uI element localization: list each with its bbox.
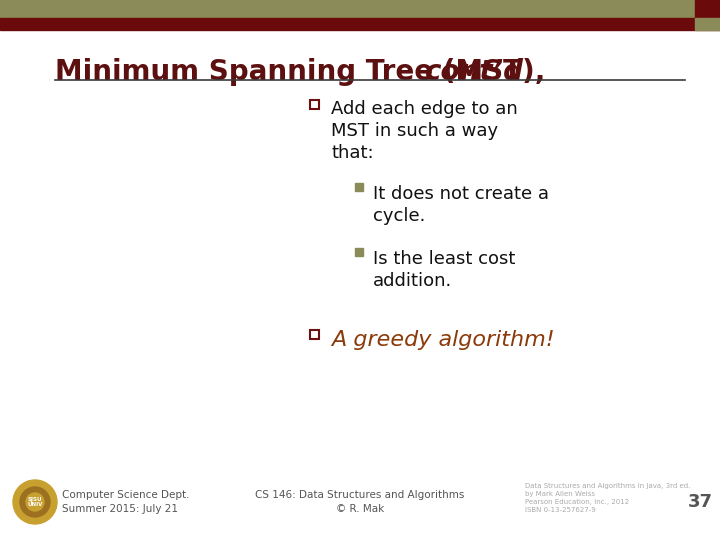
Bar xyxy=(310,330,319,339)
Text: Data Structures and Algorithms in Java, 3rd ed.
by Mark Allen Weiss
Pearson Educ: Data Structures and Algorithms in Java, … xyxy=(525,483,690,513)
Text: cycle.: cycle. xyxy=(373,207,426,225)
Bar xyxy=(695,18,720,30)
Text: that:: that: xyxy=(331,144,374,162)
Text: addition.: addition. xyxy=(373,272,452,290)
Bar xyxy=(355,248,363,256)
Text: A greedy algorithm!: A greedy algorithm! xyxy=(331,330,554,350)
Text: Add each edge to an: Add each edge to an xyxy=(331,100,518,118)
Bar xyxy=(0,18,720,30)
Text: Summer 2015: July 21: Summer 2015: July 21 xyxy=(62,504,178,514)
Bar xyxy=(355,183,363,191)
Text: Computer Science Dept.: Computer Science Dept. xyxy=(62,490,189,500)
Bar xyxy=(695,0,720,18)
Circle shape xyxy=(26,493,44,511)
Text: 37: 37 xyxy=(688,493,713,511)
Text: MST in such a way: MST in such a way xyxy=(331,122,498,140)
Text: SJSU
UNIV: SJSU UNIV xyxy=(27,497,42,508)
Circle shape xyxy=(13,480,57,524)
Circle shape xyxy=(20,487,50,517)
Bar xyxy=(310,100,319,109)
Text: Minimum Spanning Tree (MST),: Minimum Spanning Tree (MST), xyxy=(55,58,555,86)
Text: CS 146: Data Structures and Algorithms: CS 146: Data Structures and Algorithms xyxy=(256,490,464,500)
Text: Is the least cost: Is the least cost xyxy=(373,250,516,268)
Bar xyxy=(0,0,700,18)
Text: cont’d: cont’d xyxy=(425,58,524,86)
Text: © R. Mak: © R. Mak xyxy=(336,504,384,514)
Text: It does not create a: It does not create a xyxy=(373,185,549,203)
